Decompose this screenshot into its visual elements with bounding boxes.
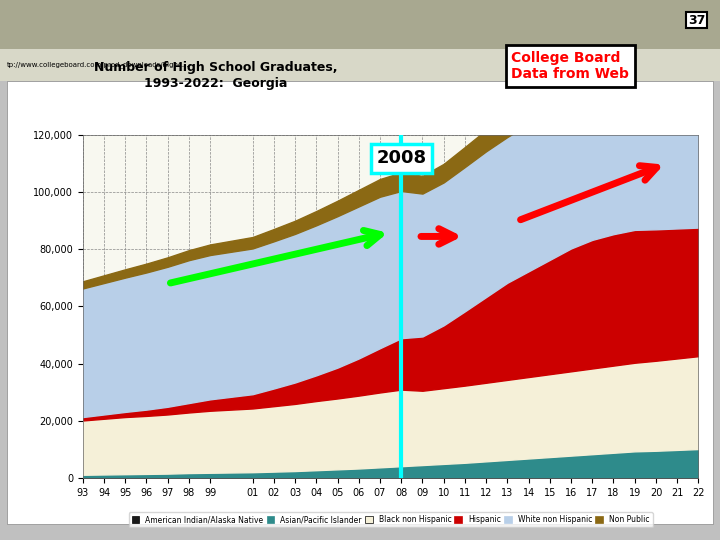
Text: tp://www.collegeboard.com/prod_downloads/highc...: tp://www.collegeboard.com/prod_downloads…: [7, 62, 190, 68]
Text: College Board
Data from Web: College Board Data from Web: [511, 51, 629, 81]
Bar: [0, 0, 720, 49]
Bar: [0, 49, 720, 81]
Text: 1993-2022:  Georgia: 1993-2022: Georgia: [144, 77, 288, 90]
Legend: American Indian/Alaska Native, Asian/Pacific Islander, Black non Hispanic, Hispa: American Indian/Alaska Native, Asian/Pac…: [129, 512, 652, 527]
Text: 37: 37: [688, 14, 706, 26]
Bar: [7, 81, 713, 524]
Text: Number of High School Graduates,: Number of High School Graduates,: [94, 61, 338, 74]
Text: 2008: 2008: [376, 149, 426, 167]
